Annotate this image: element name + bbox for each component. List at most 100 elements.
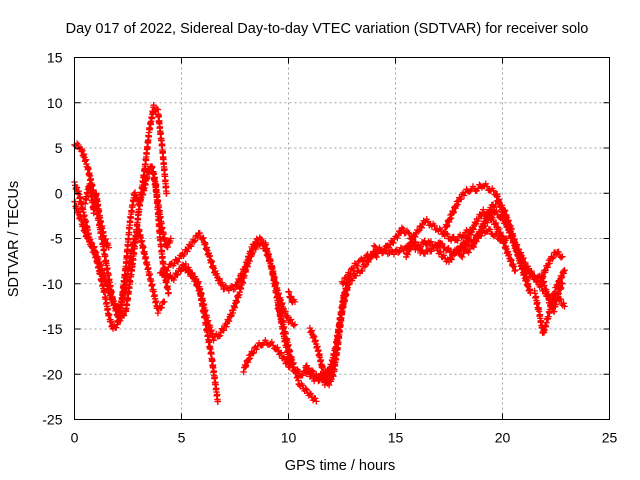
data-point <box>174 258 182 266</box>
data-point <box>480 206 487 213</box>
data-point <box>406 230 413 237</box>
data-point <box>302 385 309 392</box>
x-tick-label: 15 <box>388 430 404 446</box>
x-tick-label: 5 <box>178 430 186 446</box>
y-tick-label: -15 <box>42 321 62 337</box>
data-point <box>465 235 472 242</box>
data-point <box>370 242 378 249</box>
data-point <box>286 317 293 324</box>
data-point <box>291 298 299 306</box>
data-point <box>358 267 366 275</box>
data-point <box>105 244 112 251</box>
data-point <box>185 266 193 274</box>
data-point <box>389 239 396 246</box>
y-tick-label: -25 <box>42 412 62 428</box>
data-point <box>303 386 310 393</box>
data-point <box>340 279 348 287</box>
series-arc-11 <box>285 288 299 306</box>
data-point <box>460 192 468 199</box>
series-arc-10 <box>274 303 320 405</box>
series-arc-15 <box>338 224 444 287</box>
data-point <box>216 275 223 283</box>
data-point <box>287 316 295 323</box>
data-point <box>437 226 445 234</box>
data-point <box>417 243 424 250</box>
data-point <box>438 240 446 247</box>
y-tick-label: 0 <box>55 185 63 201</box>
data-point <box>525 266 532 274</box>
x-axis-label: GPS time / hours <box>285 458 395 474</box>
data-point <box>268 338 276 346</box>
x-tick-label: 10 <box>281 430 297 446</box>
data-point <box>360 258 368 265</box>
data-point <box>559 253 566 260</box>
data-point <box>167 235 174 242</box>
data-point <box>486 226 494 233</box>
data-point <box>164 267 171 275</box>
data-point <box>428 247 435 255</box>
data-point <box>196 285 204 293</box>
series-arc-8 <box>178 238 294 369</box>
data-point <box>283 359 290 366</box>
data-point <box>445 244 452 252</box>
data-point <box>190 238 198 246</box>
data-point <box>113 324 120 331</box>
data-point <box>477 228 485 235</box>
axes-layer: 0 5 10 15 20 25 -25 -20 -15 -10 -5 0 5 10 15 <box>42 50 617 446</box>
data-point <box>214 398 222 405</box>
data-point <box>431 222 438 229</box>
data-point <box>464 234 471 242</box>
series-arc-3 <box>71 198 168 317</box>
data-point <box>390 251 398 258</box>
data-point <box>291 321 299 328</box>
data-point <box>312 395 319 402</box>
data-point <box>88 240 96 247</box>
series-arc-18 <box>435 206 519 275</box>
data-point <box>483 183 491 190</box>
data-point <box>480 223 488 231</box>
data-point <box>174 271 181 279</box>
data-point <box>398 224 406 232</box>
data-point <box>405 229 412 236</box>
data-point <box>490 187 497 194</box>
data-point <box>280 353 288 360</box>
data-point <box>220 327 227 334</box>
data-point <box>299 382 306 389</box>
series-arc-24 <box>537 272 566 315</box>
data-point <box>150 101 157 109</box>
data-point <box>529 272 537 279</box>
data-point <box>269 342 277 349</box>
data-point <box>560 300 567 307</box>
data-point <box>277 349 285 356</box>
x-tick-label: 0 <box>71 430 79 446</box>
data-point <box>394 249 402 256</box>
data-point <box>339 280 347 287</box>
data-point <box>290 322 297 329</box>
y-tick-label: -10 <box>42 276 62 292</box>
data-point <box>487 213 495 221</box>
data-point <box>85 234 92 241</box>
data-point <box>484 219 491 226</box>
data-point <box>189 271 196 278</box>
data-point <box>315 377 322 385</box>
series-arc-5 <box>150 170 174 251</box>
data-point <box>396 228 404 236</box>
data-point <box>459 253 466 261</box>
data-point <box>454 201 461 208</box>
data-point <box>437 248 444 256</box>
data-point <box>444 245 451 253</box>
data-point <box>196 229 203 237</box>
data-point <box>418 224 425 232</box>
data-point <box>498 202 506 209</box>
data-layer <box>71 101 568 405</box>
data-point <box>191 237 199 244</box>
data-point <box>158 304 165 311</box>
data-point <box>284 358 291 365</box>
data-point <box>512 266 519 274</box>
data-point <box>233 283 241 290</box>
data-point <box>210 337 217 344</box>
data-point <box>481 222 488 230</box>
data-point <box>354 262 361 270</box>
data-point <box>213 270 220 277</box>
